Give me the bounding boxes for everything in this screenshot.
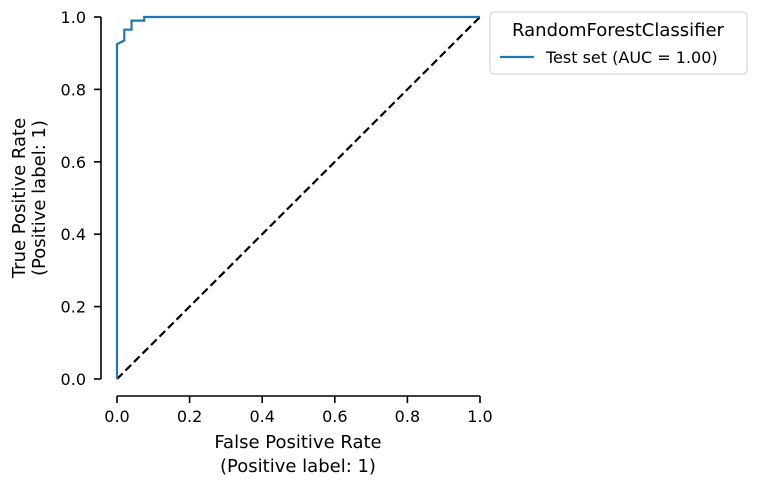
chance-level-line bbox=[116, 16, 481, 380]
y-axis-label: True Positive Rate bbox=[9, 118, 30, 279]
x-tick-label: 0.0 bbox=[104, 407, 129, 426]
x-tick-label: 1.0 bbox=[467, 407, 492, 426]
x-axis-label-sub: (Positive label: 1) bbox=[220, 456, 376, 477]
y-tick-label: 0.8 bbox=[61, 80, 86, 99]
x-tick-label: 0.6 bbox=[322, 407, 347, 426]
y-axis-label-sub: (Positive label: 1) bbox=[29, 120, 50, 276]
x-tick-label: 0.8 bbox=[395, 407, 420, 426]
legend-entry-test-set: Test set (AUC = 1.00) bbox=[545, 48, 718, 67]
legend: RandomForestClassifier Test set (AUC = 1… bbox=[489, 11, 748, 75]
roc-curve-test-set bbox=[115, 15, 480, 379]
legend-frame bbox=[489, 11, 748, 75]
y-tick-label: 0.6 bbox=[61, 153, 86, 172]
axes bbox=[100, 17, 480, 397]
legend-title: RandomForestClassifier bbox=[512, 20, 725, 41]
y-tick-label: 0.0 bbox=[61, 370, 86, 389]
y-tick-label: 0.2 bbox=[61, 298, 86, 317]
y-ticks: 0.0 0.2 0.4 0.6 0.8 1.0 bbox=[61, 8, 101, 389]
plot-area bbox=[115, 15, 481, 380]
x-axis-label: False Positive Rate bbox=[214, 432, 381, 453]
y-tick-label: 1.0 bbox=[61, 8, 86, 27]
x-tick-label: 0.2 bbox=[177, 407, 202, 426]
x-tick-label: 0.4 bbox=[249, 407, 274, 426]
x-ticks: 0.0 0.2 0.4 0.6 0.8 1.0 bbox=[104, 396, 493, 426]
y-tick-label: 0.4 bbox=[61, 225, 86, 244]
